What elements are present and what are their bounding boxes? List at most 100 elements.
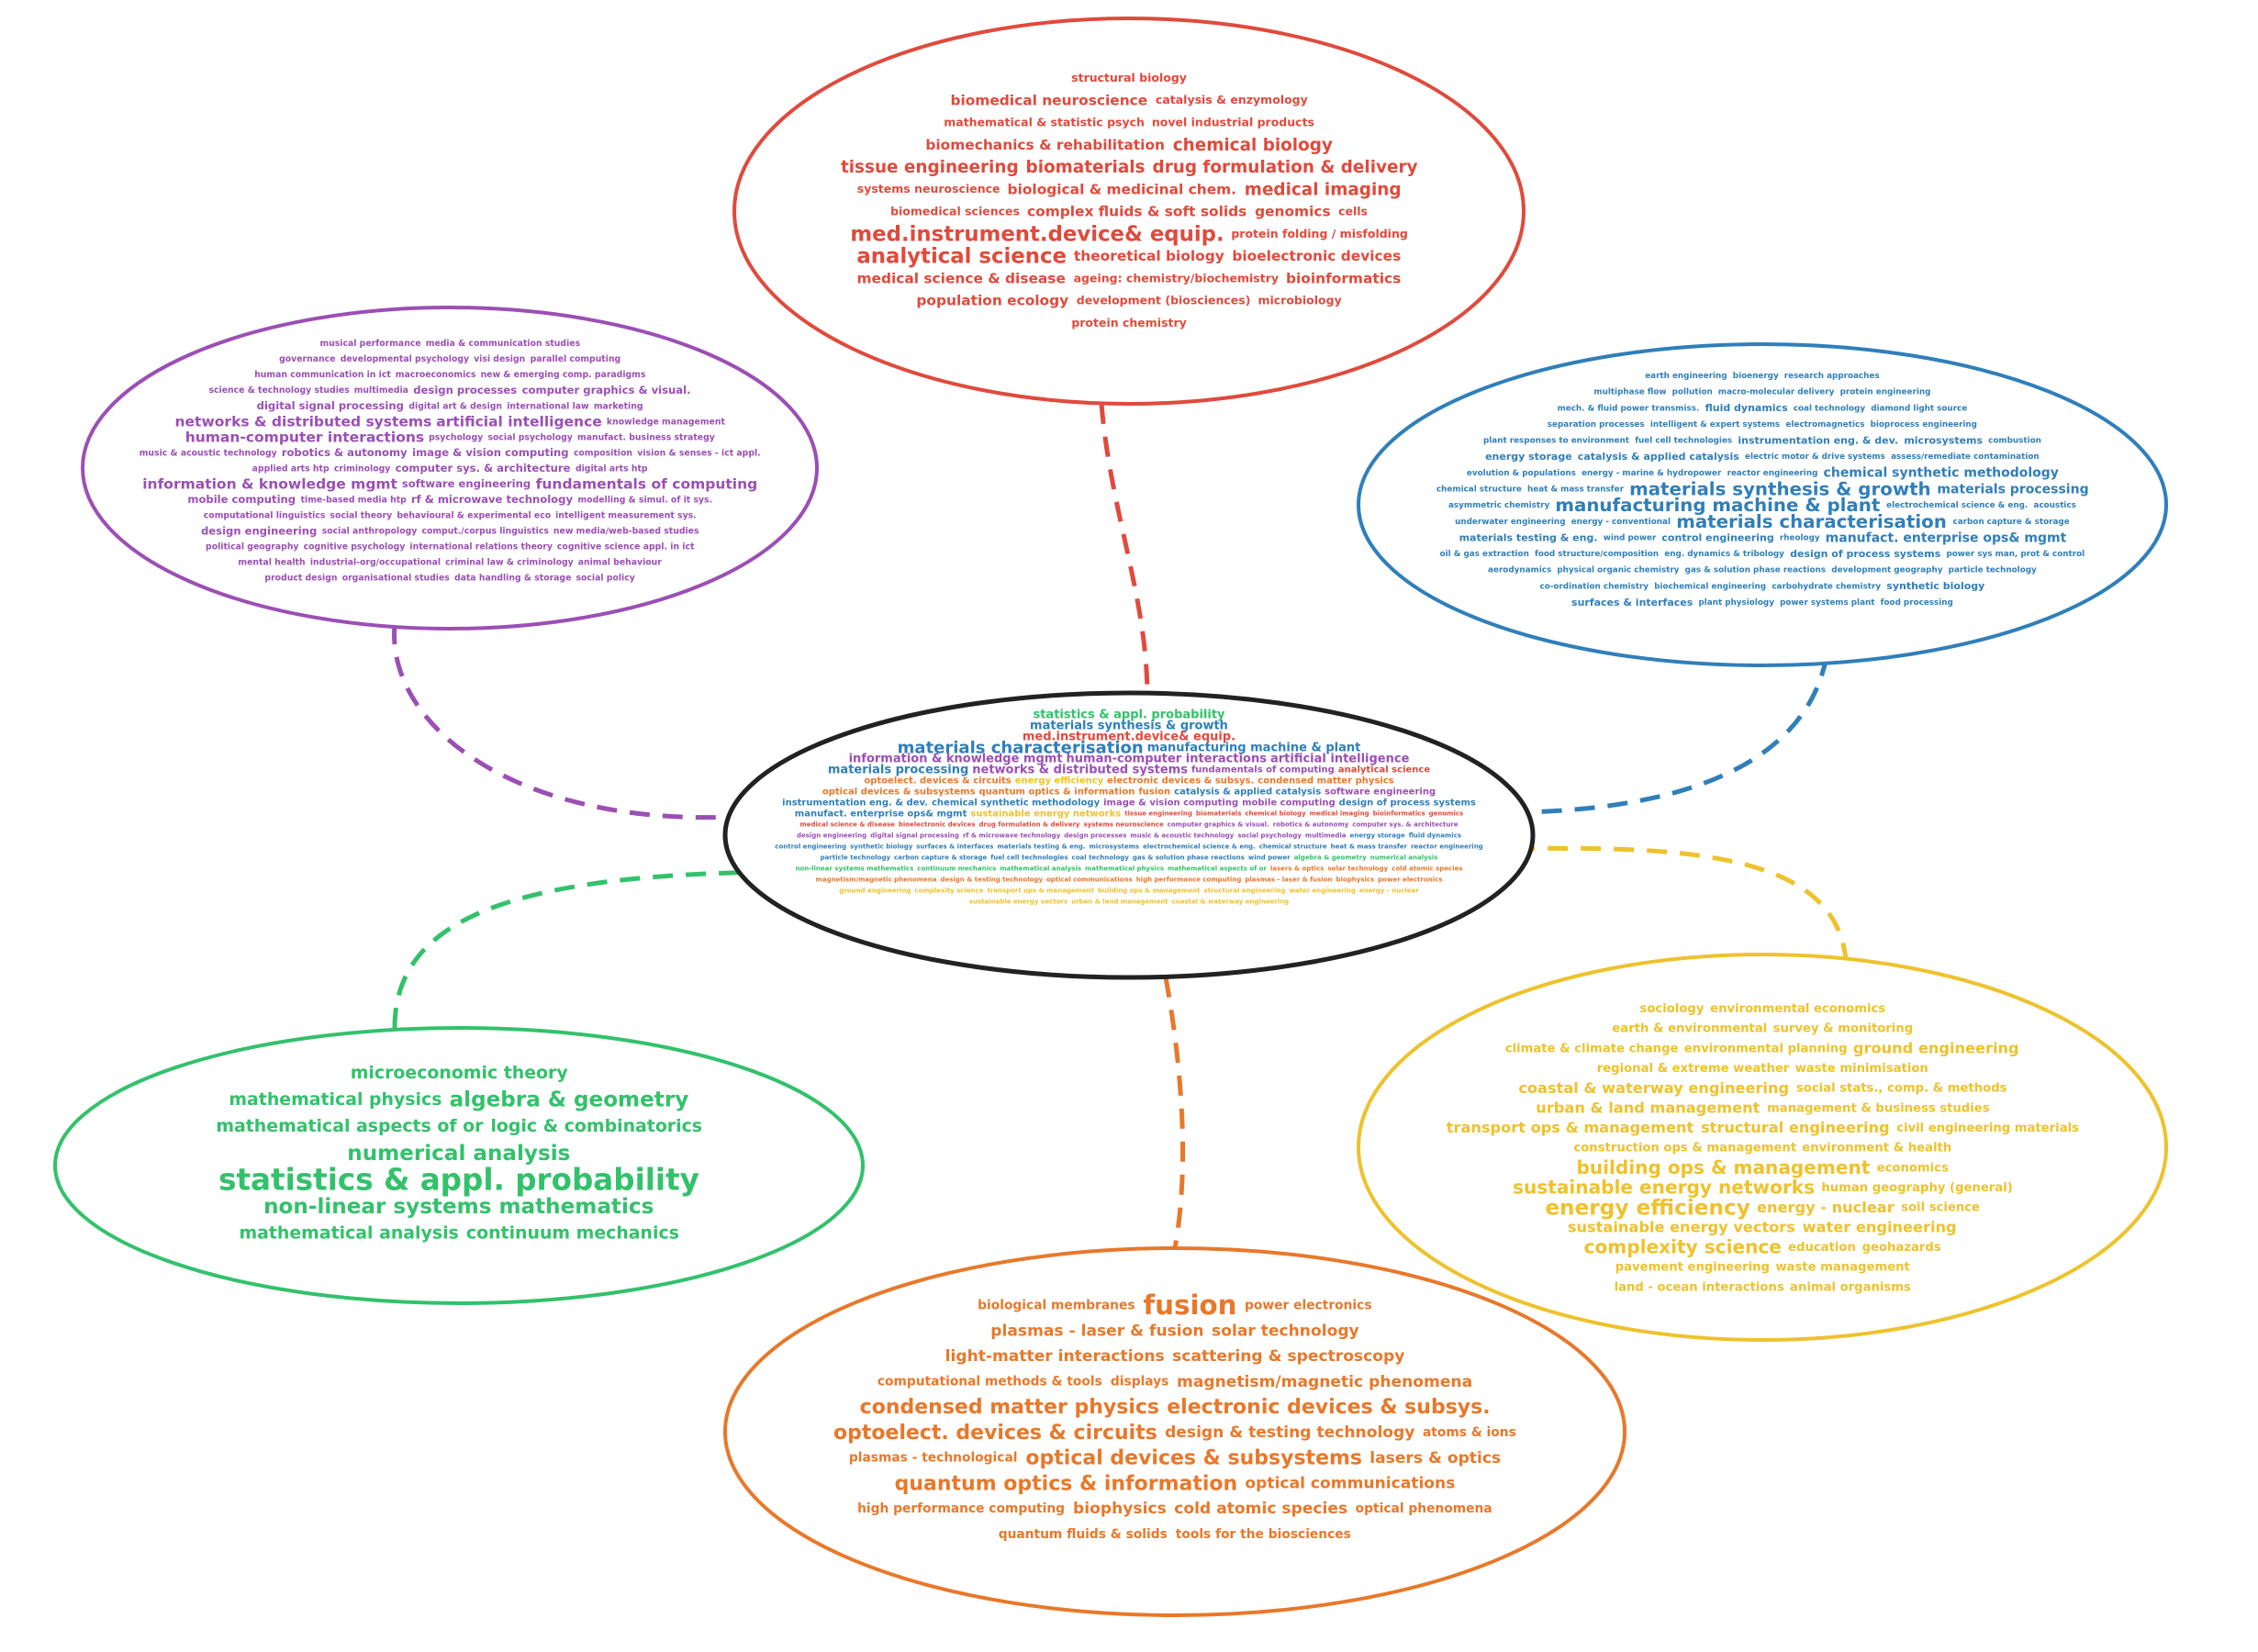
center-cluster-word: particle technology	[821, 854, 891, 862]
center-cluster-word: instrumentation eng. & dev.	[782, 798, 928, 809]
blue-cluster-word: materials characterisation	[1676, 511, 1947, 532]
center-cluster-word: high performance computing	[1136, 876, 1242, 884]
center-cluster-word: non-linear systems mathematics	[795, 865, 913, 873]
center-cluster-word: urban & land management	[1071, 899, 1168, 906]
purple-cluster-word: time-based media htp	[301, 495, 408, 505]
blue-cluster-word: plant responses to environment	[1483, 437, 1629, 446]
blue-cluster-word: rheology	[1780, 533, 1820, 542]
center-cluster-word: systems neuroscience	[1083, 821, 1163, 829]
center-cluster-word: ground engineering	[839, 887, 911, 895]
purple-cluster-word: human communication in ict	[254, 370, 391, 380]
purple-cluster-word: networks & distributed systems	[175, 414, 432, 430]
blue-cluster-word: plant physiology	[1698, 598, 1774, 608]
purple-cluster-word: product design	[264, 574, 337, 584]
center-cluster-word: networks & distributed systems	[972, 764, 1188, 777]
center-cluster-word: design engineering	[797, 832, 866, 840]
center-cluster-word: mathematical aspects of or	[1168, 865, 1267, 873]
center-cluster-word: fuel cell technologies	[990, 854, 1068, 862]
center-cluster-word: design of process systems	[1339, 798, 1476, 809]
red-cluster-word: tissue engineering	[841, 158, 1019, 177]
purple-cluster-word: marketing	[594, 401, 643, 411]
orange-cluster-word: high performance computing	[857, 1501, 1065, 1516]
yellow-cluster-word: education	[1788, 1241, 1856, 1255]
yellow-cluster-word: water engineering	[1803, 1219, 1957, 1236]
red-cluster-word: systems neuroscience	[857, 182, 1000, 195]
purple-cluster-word: digital arts htp	[576, 463, 648, 474]
blue-cluster-word: earth engineering	[1645, 372, 1727, 381]
purple-cluster-word: image & vision computing	[412, 446, 568, 459]
purple-cluster-word: new & emerging comp. paradigms	[481, 370, 646, 380]
purple-cluster-word: industrial-org/occupational	[310, 557, 441, 567]
red-cluster-word: biomedical sciences	[890, 204, 1020, 218]
purple-cluster-word: organisational studies	[342, 574, 451, 584]
red-cluster-word: analytical science	[856, 245, 1067, 269]
red-cluster-word: bioinformatics	[1286, 270, 1401, 286]
center-cluster-word: energy storage	[1350, 832, 1405, 840]
center-cluster-word: surfaces & interfaces	[916, 843, 993, 851]
green-cluster-word: numerical analysis	[347, 1142, 570, 1166]
yellow-cluster-word: geohazards	[1862, 1241, 1941, 1255]
orange-cluster-word: displays	[1111, 1375, 1169, 1390]
orange-cluster-word: design & testing technology	[1165, 1423, 1414, 1442]
purple-cluster-word: developmental psychology	[341, 354, 469, 364]
yellow-cluster-word: economics	[1877, 1161, 1949, 1175]
yellow-cluster-word: waste minimisation	[1795, 1062, 1928, 1076]
purple-cluster-word: new media/web-based studies	[553, 526, 699, 536]
center-cluster-word: genomics	[1429, 810, 1464, 818]
blue-cluster-word: development geography	[1831, 566, 1942, 575]
bubbles	[53, 17, 2168, 1617]
blue-cluster-word: underwater engineering	[1455, 518, 1565, 527]
purple-cluster-word: intelligent measurement sys.	[555, 510, 697, 520]
red-cluster-word: novel industrial products	[1152, 115, 1314, 128]
purple-cluster-word: social policy	[576, 574, 634, 584]
purple-cluster-word: cognitive psychology	[304, 541, 406, 552]
center-cluster-word: rf & microwave technology	[963, 832, 1061, 840]
center-cluster-word: chemical biology	[1245, 810, 1306, 818]
orange-cluster-word: computational methods & tools	[877, 1375, 1102, 1390]
connector-blue	[1523, 655, 1829, 815]
blue-cluster-word: reactor engineering	[1727, 469, 1818, 478]
blue-cluster-word: chemical structure	[1436, 486, 1522, 495]
blue-cluster-word: acoustics	[2034, 501, 2076, 510]
purple-cluster-word: manufact. business strategy	[577, 432, 715, 442]
red-cluster-word: mathematical & statistic psych	[944, 115, 1145, 128]
yellow-cluster-word: construction ops & management	[1573, 1142, 1796, 1155]
center-cluster-word: tissue engineering	[1124, 810, 1192, 818]
center-cluster-word: synthetic biology	[850, 843, 913, 851]
green-cluster-words: microeconomic theory mathematical physics…	[216, 1063, 702, 1244]
purple-cluster-word: criminology	[334, 463, 390, 474]
center-cluster-word: lasers & optics	[1270, 865, 1325, 873]
center-cluster-word: information & knowledge mgmt	[849, 753, 1063, 766]
green-cluster-word: microeconomic theory	[351, 1063, 568, 1083]
blue-cluster-word: eng. dynamics & tribology	[1664, 550, 1784, 559]
blue-cluster-word: bioenergy	[1733, 372, 1779, 381]
red-cluster-word: biological & medicinal chem.	[1008, 181, 1236, 197]
orange-cluster-word: electronic devices & subsys.	[1167, 1396, 1490, 1419]
yellow-cluster-word: structural engineering	[1701, 1119, 1890, 1136]
green-cluster-word: mathematical analysis	[239, 1223, 458, 1244]
red-cluster-word: medical science & disease	[856, 270, 1065, 286]
purple-cluster-word: social anthropology	[322, 526, 418, 536]
purple-cluster-word: psychology	[429, 432, 483, 442]
orange-cluster-word: cold atomic species	[1174, 1500, 1347, 1518]
blue-cluster-word: materials testing & eng.	[1459, 531, 1598, 543]
purple-cluster-word: international relations theory	[409, 541, 553, 552]
blue-cluster-word: carbohydrate chemistry	[1772, 582, 1881, 591]
center-cluster-word: med.instrument.device& equip.	[1023, 731, 1235, 744]
red-cluster-word: drug formulation & delivery	[1153, 158, 1418, 177]
blue-cluster-word: evolution & populations	[1467, 469, 1576, 478]
center-cluster-word: wind power	[1248, 854, 1291, 862]
purple-cluster-word: design engineering	[201, 524, 317, 537]
green-cluster-word: continuum mechanics	[466, 1223, 679, 1244]
yellow-cluster-word: animal organisms	[1790, 1280, 1911, 1294]
blue-cluster-word: combustion	[1988, 437, 2041, 446]
center-cluster-word: quantum optics & information	[979, 787, 1135, 798]
center-cluster-word: biomaterials	[1196, 810, 1241, 818]
center-cluster-word: building ops & management	[1098, 887, 1201, 895]
center-cluster-word: materials characterisation	[898, 738, 1144, 757]
center-cluster-word: numerical analysis	[1370, 854, 1438, 862]
purple-cluster-word: social theory	[330, 510, 392, 520]
center-cluster-word: optical devices & subsystems	[822, 787, 976, 798]
yellow-cluster-word: pavement engineering	[1615, 1261, 1770, 1275]
